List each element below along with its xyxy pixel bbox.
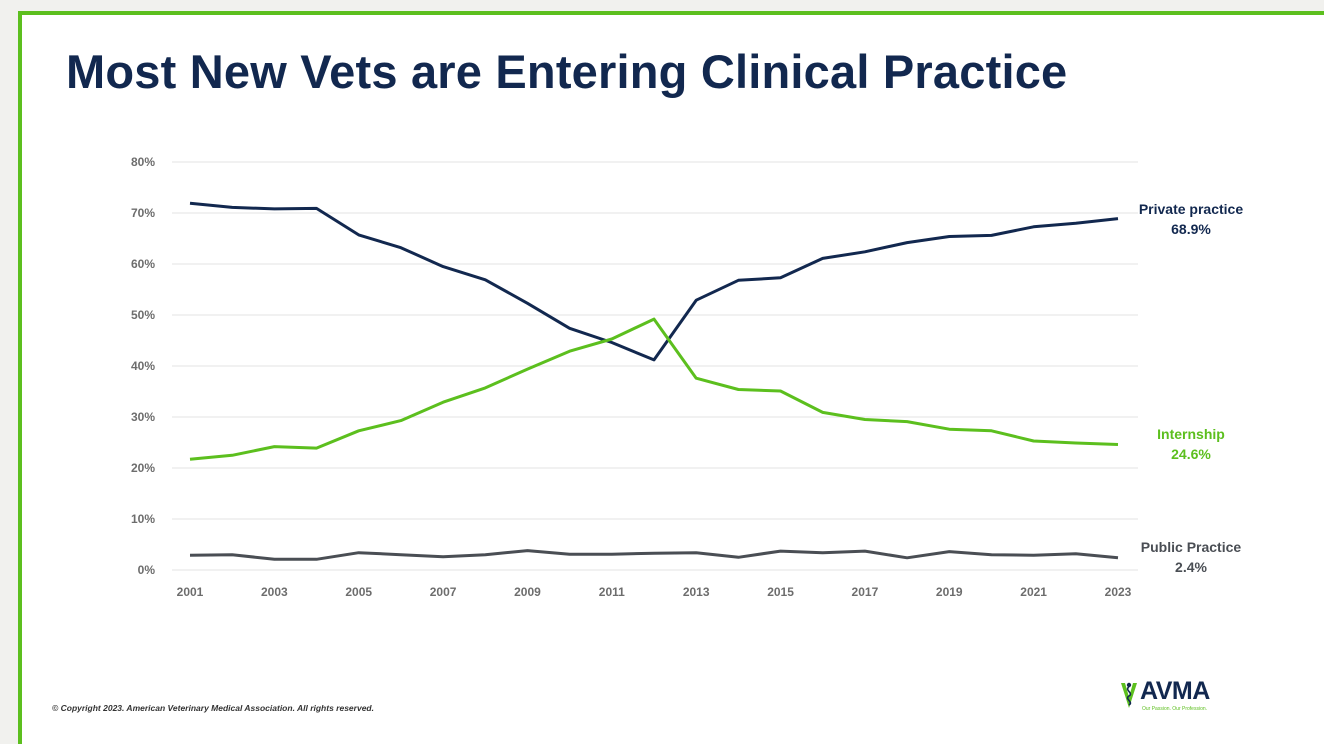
series-value-internship: 24.6% xyxy=(1171,446,1211,462)
slide-panel xyxy=(18,11,1324,744)
y-tick-label: 0% xyxy=(138,563,156,577)
y-tick-label: 80% xyxy=(131,155,155,169)
series-line-public-practice xyxy=(189,549,1119,561)
x-tick-label: 2013 xyxy=(683,585,710,599)
y-tick-label: 50% xyxy=(131,308,155,322)
logo-tagline: Our Passion. Our Profession. xyxy=(1142,706,1208,712)
series-value-public-practice: 2.4% xyxy=(1175,559,1207,575)
y-tick-label: 30% xyxy=(131,410,155,424)
page-title: Most New Vets are Entering Clinical Prac… xyxy=(66,45,1068,98)
avma-logo: AVMA Our Passion. Our Profession. xyxy=(1120,676,1230,720)
x-tick-label: 2011 xyxy=(599,585,625,599)
series-value-private-practice: 68.9% xyxy=(1171,221,1211,237)
series-line-internship xyxy=(189,317,1119,461)
x-tick-label: 2001 xyxy=(177,585,204,599)
x-axis-ticks: 2001 2003 2005 2007 2009 2011 2013 2015 2017 2019… xyxy=(177,585,1132,599)
series-end-labels: Private practice 68.9% Internship 24.6% Publ… xyxy=(1139,201,1243,575)
x-tick-label: 2021 xyxy=(1020,585,1047,599)
y-axis-ticks: 0% 10% 20% 30% 40% 50% 60% 70% 80% xyxy=(131,155,155,577)
series-line-private-practice xyxy=(189,201,1119,362)
y-tick-label: 40% xyxy=(131,359,155,373)
x-tick-label: 2017 xyxy=(852,585,879,599)
y-tick-label: 70% xyxy=(131,206,155,220)
caduceus-icon xyxy=(1121,682,1137,708)
x-tick-label: 2015 xyxy=(767,585,794,599)
y-tick-label: 20% xyxy=(131,461,155,475)
series-name-private-practice: Private practice xyxy=(1139,201,1243,217)
logo-text: AVMA xyxy=(1140,677,1210,705)
x-tick-label: 2003 xyxy=(261,585,288,599)
x-tick-label: 2009 xyxy=(514,585,541,599)
gridlines xyxy=(172,161,1138,571)
x-tick-label: 2023 xyxy=(1105,585,1132,599)
copyright-notice: © Copyright 2023. American Veterinary Me… xyxy=(52,703,374,713)
y-tick-label: 60% xyxy=(131,257,155,271)
x-tick-label: 2005 xyxy=(345,585,372,599)
series-name-public-practice: Public Practice xyxy=(1141,539,1242,555)
series-name-internship: Internship xyxy=(1157,426,1225,442)
x-tick-label: 2007 xyxy=(430,585,457,599)
y-tick-label: 10% xyxy=(131,512,155,526)
x-tick-label: 2019 xyxy=(936,585,963,599)
series-lines xyxy=(189,201,1119,561)
